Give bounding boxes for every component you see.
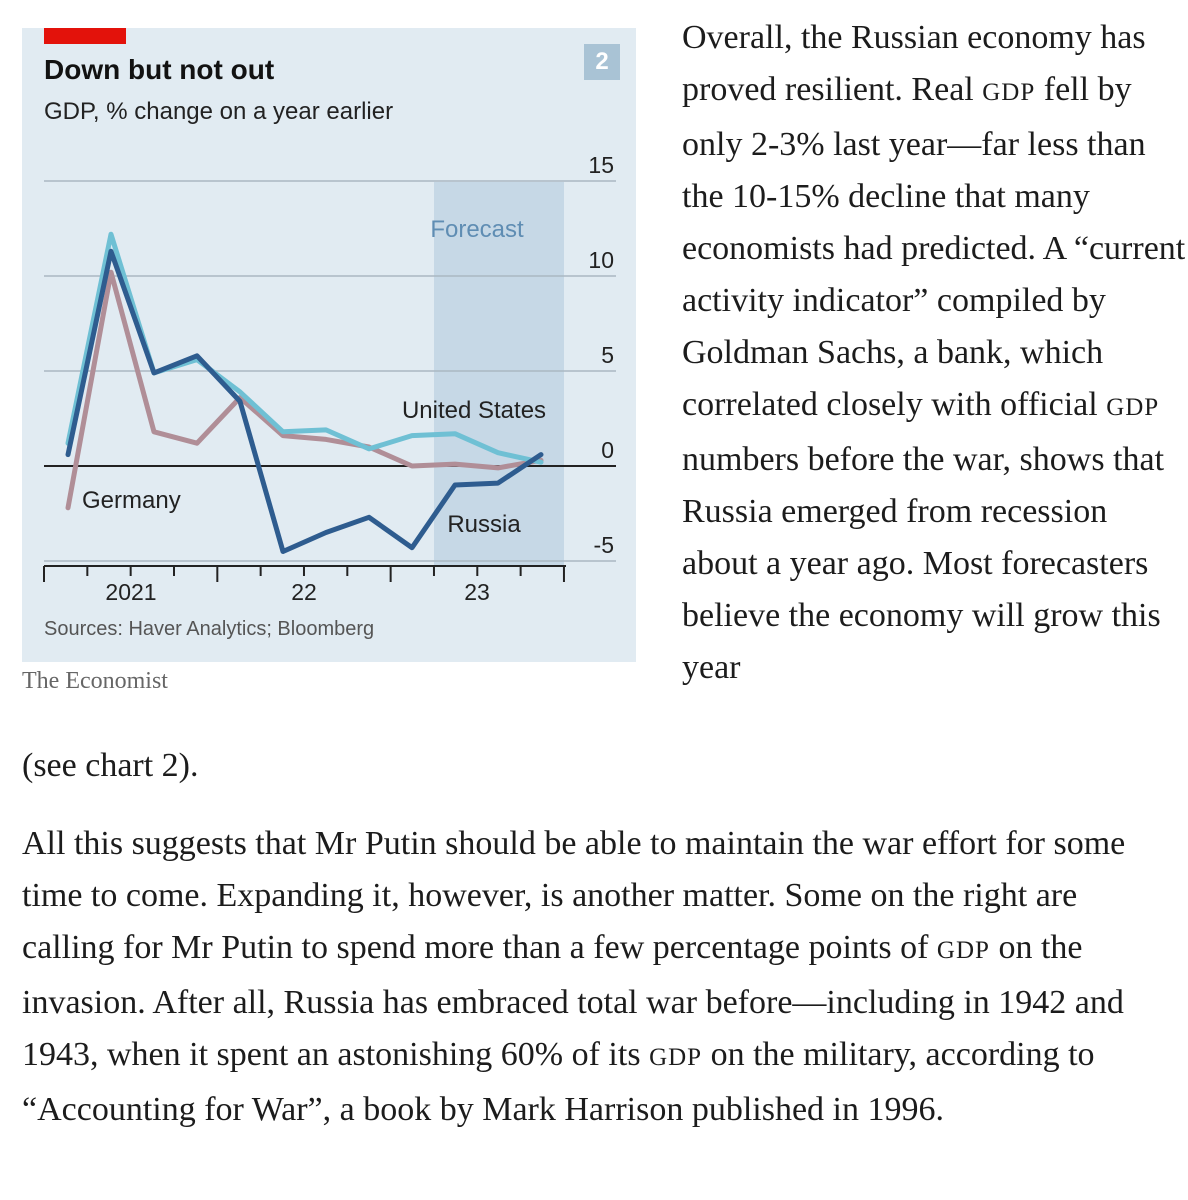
brand-credit: The Economist xyxy=(22,668,168,694)
series-lines xyxy=(65,231,544,554)
gdp-smallcaps: GDP xyxy=(936,937,990,964)
red-tab xyxy=(44,28,126,44)
y-tick-label: 15 xyxy=(588,152,614,178)
y-tick-label: 0 xyxy=(601,437,614,463)
article-paragraph-1-tail: (see chart 2). xyxy=(22,747,199,784)
series-label-russia: Russia xyxy=(447,511,521,538)
article-paragraph-1: Overall, the Russian economy has proved … xyxy=(682,12,1188,694)
p1-text-a: Overall, the Russian economy has proved … xyxy=(682,19,1146,108)
x-tick-label: 2021 xyxy=(105,579,156,605)
gdp-smallcaps: GDP xyxy=(982,79,1036,106)
y-tick-label: -5 xyxy=(594,532,614,558)
y-tick-label: 5 xyxy=(601,342,614,368)
forecast-label: Forecast xyxy=(430,216,524,243)
chart-number-badge: 2 xyxy=(584,44,620,80)
x-tick-label: 23 xyxy=(464,579,490,605)
p1-text-c: numbers before the war, shows that Russi… xyxy=(682,441,1165,686)
series-line-russia xyxy=(65,248,544,554)
y-tick-label: 10 xyxy=(588,247,614,273)
p2-text-c: on the military, according to “Accountin… xyxy=(22,1036,1095,1128)
article-paragraph-2: All this suggests that Mr Putin should b… xyxy=(22,818,1172,1136)
gdp-smallcaps: GDP xyxy=(1106,394,1160,421)
y-tick-labels: 15 10 5 0 -5 xyxy=(588,152,614,558)
x-tick-label: 22 xyxy=(291,579,317,605)
forecast-band xyxy=(434,182,564,566)
chart-title: Down but not out xyxy=(44,54,275,85)
p1-text-b: fell by only 2-3% last year—far less tha… xyxy=(682,71,1186,423)
p2-text-a: All this suggests that Mr Putin should b… xyxy=(22,825,1126,966)
chart-subtitle: GDP, % change on a year earlier xyxy=(44,98,394,125)
series-line-germany xyxy=(65,269,544,511)
p2-text-b: on the invasion. After all, Russia has e… xyxy=(22,929,1124,1073)
gdp-smallcaps: GDP xyxy=(649,1044,703,1071)
chart-source: Sources: Haver Analytics; Bloomberg xyxy=(44,618,375,640)
x-axis: 2021 22 23 xyxy=(43,565,566,605)
series-label-united-states: United States xyxy=(402,397,546,424)
series-label-germany: Germany xyxy=(82,487,181,514)
